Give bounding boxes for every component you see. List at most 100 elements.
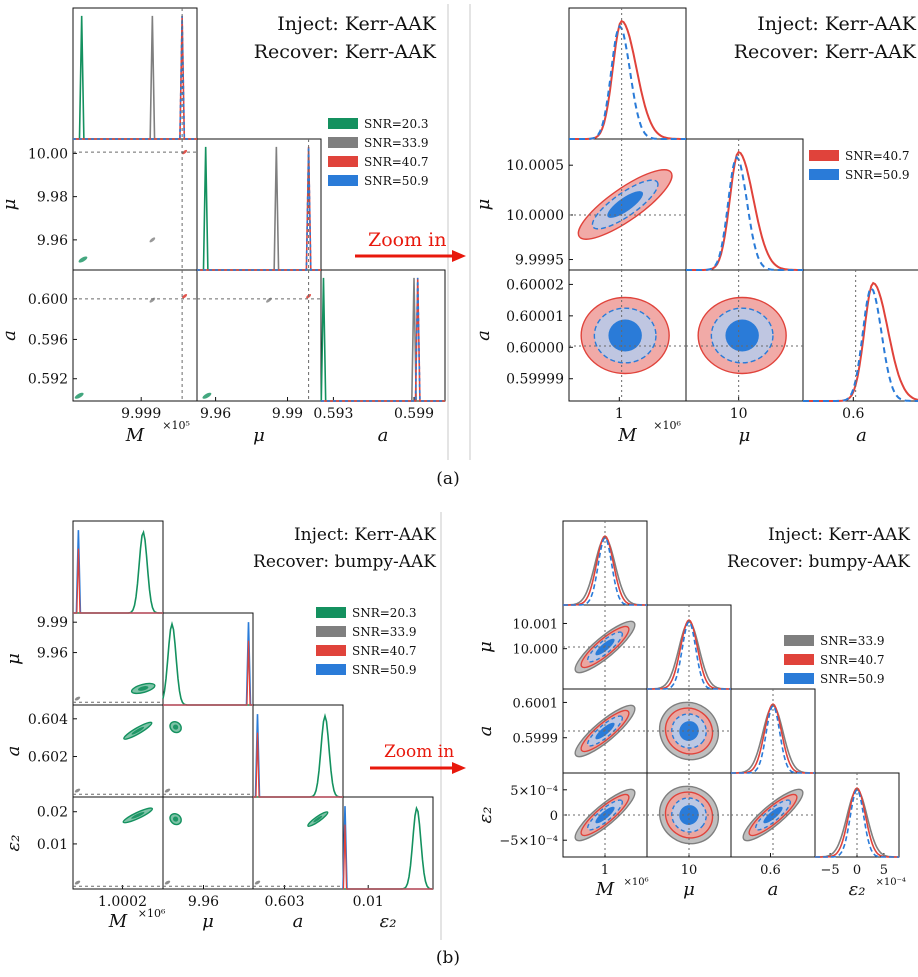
y-axis-label: μ (473, 199, 494, 211)
y-tick-label: 10.0005 (506, 158, 564, 174)
annotation-line: Recover: Kerr-AAK (254, 41, 437, 63)
blob-snr33 (164, 880, 171, 885)
marginal-SNR=20.3 (73, 15, 197, 140)
x-tick-label: 10 (730, 406, 748, 422)
blob-snr33 (266, 297, 272, 303)
x-axis-label: μ (739, 425, 751, 446)
blob-snr20-core (172, 724, 179, 730)
y-tick-label: 9.96 (37, 646, 68, 662)
legend-label: SNR=50.9 (364, 174, 429, 188)
panel-μ-M (72, 138, 198, 271)
annotation-line: Inject: Kerr-AAK (277, 13, 437, 35)
corner-plot-a-left: 9.999 M ×10⁵ 9.96 9.99 μ 0.593 0.599 a 10.00 9.98 9… (0, 7, 446, 446)
marginal-SNR=40.7 (73, 15, 197, 140)
annotation-line: Recover: bumpy-AAK (727, 552, 910, 572)
blob-snr33 (149, 297, 156, 303)
x-tick-label: 5 (880, 863, 888, 878)
y-axis-label: a (475, 726, 496, 737)
x-axis-label: a (293, 911, 304, 932)
panel-ε₂-ε₂ (342, 796, 434, 890)
legend-label: SNR=50.9 (845, 168, 910, 182)
legend-label: SNR=33.9 (364, 136, 429, 150)
marginal-snr50 (563, 536, 647, 606)
y-axis-label: a (3, 746, 24, 757)
marginal-SNR=50.9 (321, 277, 445, 402)
marginal-snr20 (73, 529, 163, 614)
marginal-snr50 (803, 286, 918, 402)
panel-a-a (802, 269, 918, 402)
blob-snr20-core (137, 686, 149, 691)
x-tick-label: 0.593 (313, 406, 353, 422)
marginal-SNR=20.3 (320, 277, 445, 402)
panel-a-M (72, 704, 164, 798)
y-tick-label: 9.9995 (515, 253, 564, 269)
panel-a-μ (196, 269, 322, 402)
x-tick-label: 9.96 (188, 894, 219, 910)
marginal-snr40 (686, 150, 803, 271)
legend-swatch (784, 654, 814, 665)
y-tick-label: 10.00 (28, 146, 68, 162)
marginal-SNR=33.9 (321, 277, 445, 402)
legend-swatch (316, 626, 346, 637)
y-tick-label: 0.60000 (506, 340, 564, 356)
panel-M-M (72, 520, 164, 614)
x-tick-label: 1.0002 (98, 894, 147, 910)
annotation-line: Recover: Kerr-AAK (734, 41, 917, 63)
x-axis-label: M (108, 911, 128, 932)
y-tick-label: 10.000 (513, 643, 559, 658)
panel-a-M (72, 269, 198, 402)
marginal-SNR=33.9 (197, 146, 321, 271)
panel-μ-μ (196, 138, 322, 271)
legend-swatch (316, 645, 346, 656)
blob-snr20-core (172, 816, 179, 822)
x-tick-label: 10 (681, 863, 698, 878)
marginal-snr20 (343, 805, 434, 890)
annotation-line: Recover: bumpy-AAK (253, 552, 436, 572)
marginal-snr50 (731, 704, 815, 774)
blob-snr33 (164, 788, 171, 793)
legend-swatch (809, 150, 839, 161)
y-axis-label: ε₂ (3, 835, 24, 852)
zoom-arrow-a: Zoom in (355, 229, 466, 262)
y-tick-label: 0.600 (28, 292, 68, 308)
legend-swatch (784, 635, 814, 646)
marginal-SNR=20.3 (197, 146, 321, 271)
marginal-snr40 (163, 640, 253, 706)
panel-ε₂-μ (162, 796, 254, 890)
x-axis-label: M (617, 425, 637, 446)
y-axis-label: μ (0, 199, 20, 211)
blob-snr20 (78, 256, 88, 263)
marginal-snr50 (686, 155, 803, 271)
panel-a-a (320, 269, 446, 402)
legend-swatch (328, 137, 358, 148)
x-tick-label: 9.99 (272, 406, 303, 422)
legend-swatch (328, 175, 358, 186)
legend-label: SNR=40.7 (364, 155, 429, 169)
marginal-SNR=33.9 (73, 15, 197, 140)
y-tick-label: 0.602 (28, 750, 68, 766)
axis-multiplier: ×10⁶ (653, 419, 681, 432)
legend-label: SNR=50.9 (352, 663, 417, 677)
x-tick-label: −5 (821, 863, 840, 878)
marginal-snr20 (253, 712, 343, 798)
legend-swatch (328, 118, 358, 129)
y-tick-label: 5×10⁻⁴ (510, 784, 558, 799)
legend-label: SNR=33.9 (820, 634, 885, 648)
marginal-SNR=50.9 (197, 146, 321, 271)
y-tick-label: 0.59999 (506, 372, 564, 388)
x-tick-label: 0.603 (264, 894, 304, 910)
y-tick-label: 0.5999 (513, 732, 559, 747)
annotation-line: Inject: Kerr-AAK (768, 525, 910, 545)
y-tick-label: 0.604 (28, 712, 68, 728)
marginal-SNR=40.7 (321, 277, 445, 402)
marginal-snr50 (73, 530, 163, 614)
x-axis-label: ε₂ (849, 879, 866, 900)
marginal-snr40 (569, 19, 686, 140)
axis-multiplier: ×10⁻⁴ (875, 877, 905, 888)
panel-ε₂-a (252, 796, 344, 890)
y-tick-label: 0 (550, 809, 558, 824)
y-tick-label: 10.001 (513, 617, 559, 632)
blob-snr20-core (131, 812, 145, 819)
blob-snr33 (74, 880, 81, 885)
caption-a: (a) (436, 469, 459, 489)
